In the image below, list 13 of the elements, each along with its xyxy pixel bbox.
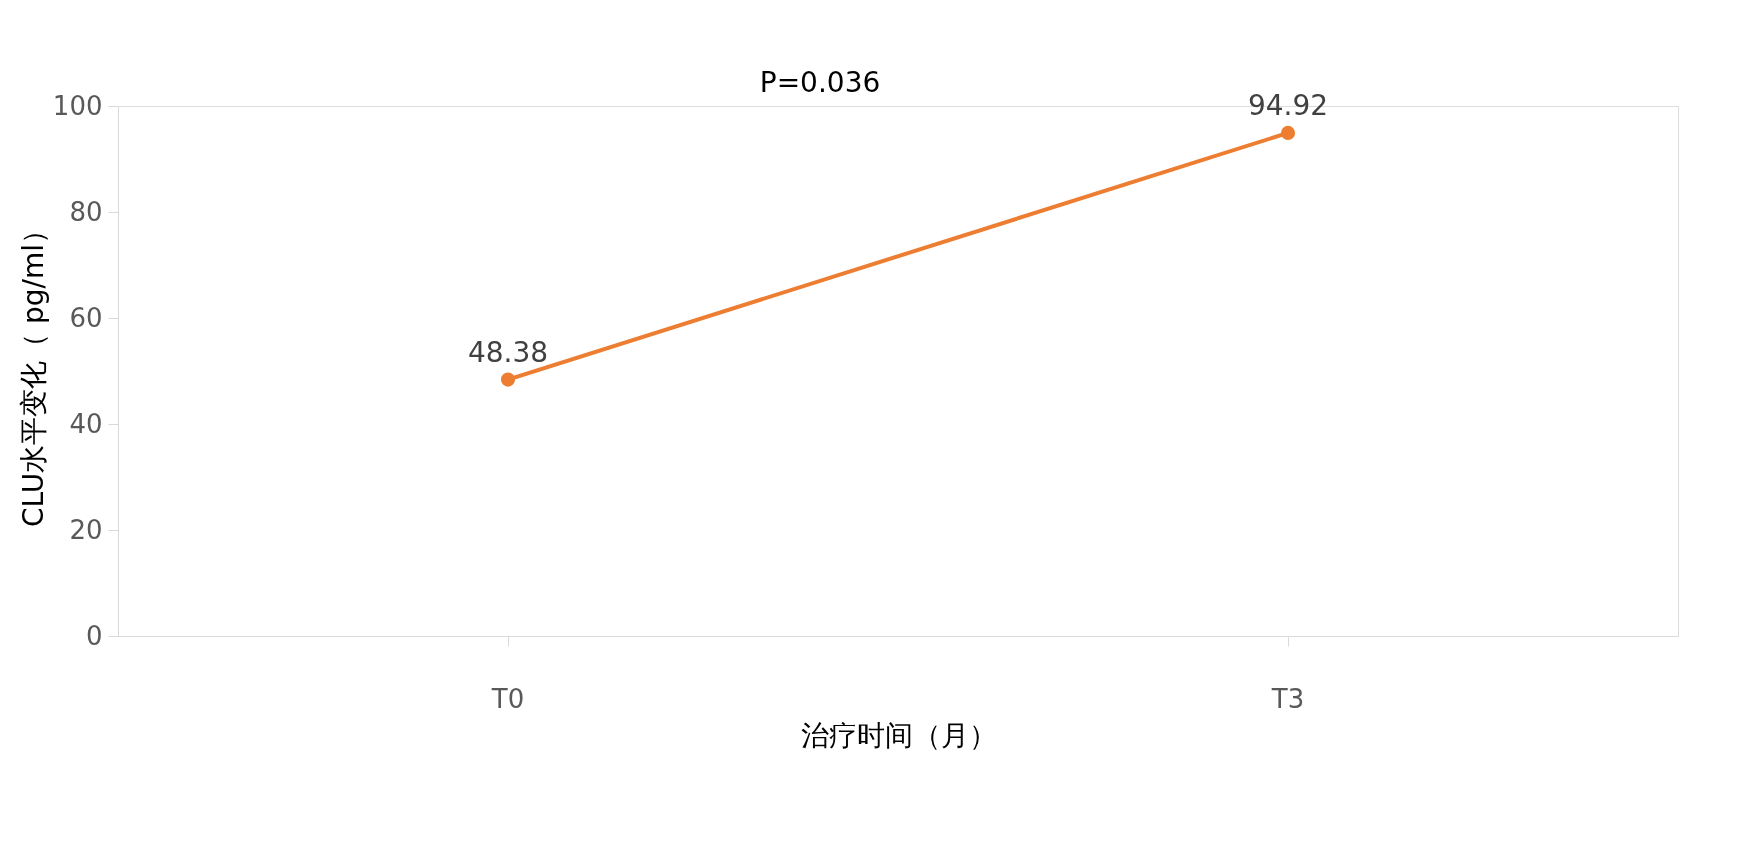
- y-tick-label: 40: [69, 408, 103, 439]
- x-tick-label: T3: [1270, 683, 1305, 714]
- y-tick-label: 20: [69, 514, 103, 545]
- x-axis-title: 治疗时间（月）: [800, 718, 997, 752]
- x-tick-label: T0: [490, 683, 525, 714]
- y-tick-label: 100: [52, 90, 103, 121]
- text: P=0.036: [759, 66, 881, 99]
- y-axis-title: CLU水平变化（ pg/ml）: [16, 215, 50, 528]
- y-tick-label: 0: [85, 620, 103, 651]
- y-tick-label: 60: [69, 302, 103, 333]
- data-label: 94.92: [1247, 88, 1329, 122]
- y-tick-label: 80: [69, 196, 103, 227]
- data-label: 48.38: [467, 335, 549, 369]
